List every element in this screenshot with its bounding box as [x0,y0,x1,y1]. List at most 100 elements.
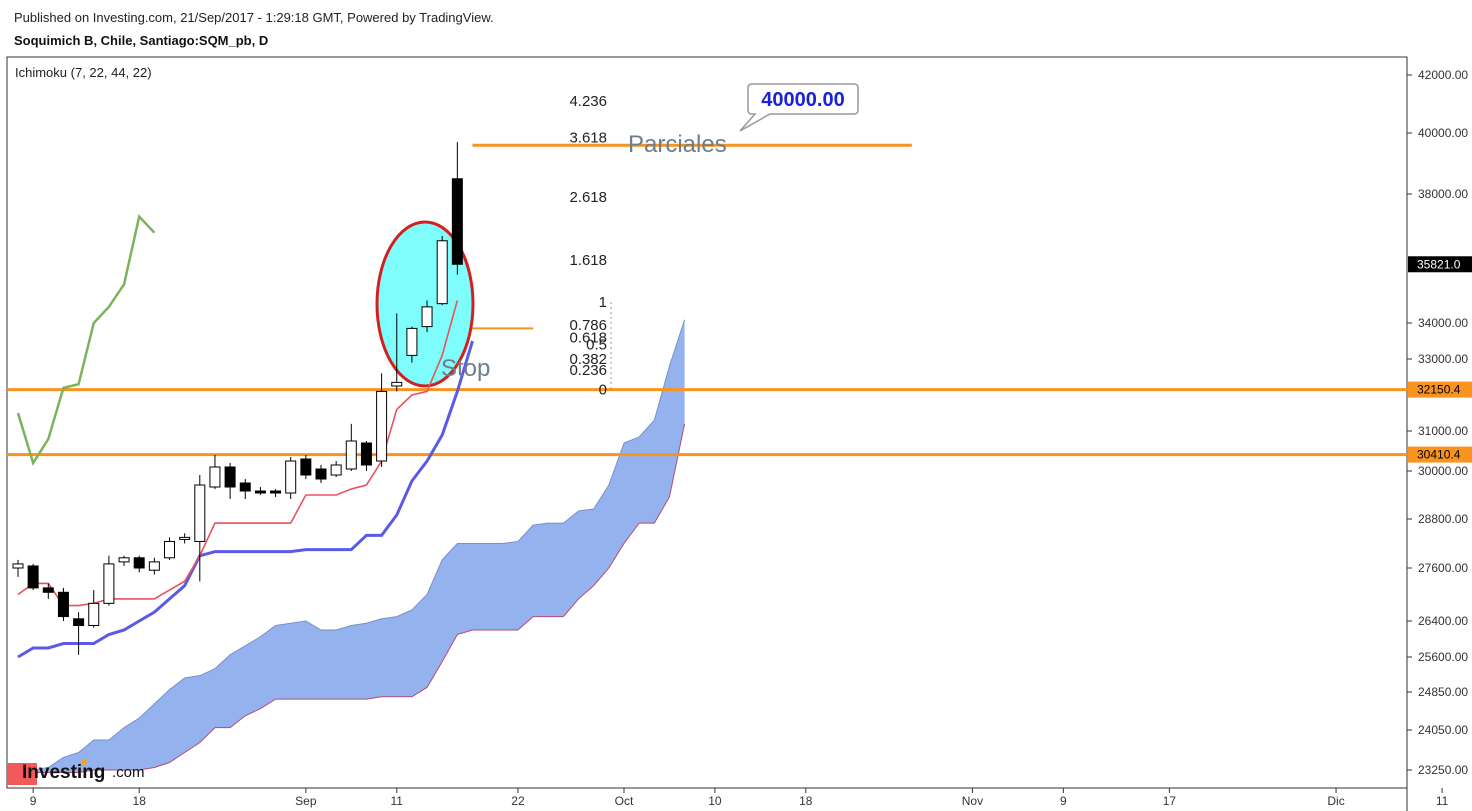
x-tick-label: Oct [615,794,634,808]
candle-body[interactable] [451,178,463,265]
y-tick-label: 31000.00 [1418,424,1468,438]
fib-level-label: 0.236 [569,362,607,379]
price-axis: 42000.00 40000.00 38000.00 34000.00 33000.00… [1407,68,1468,777]
fib-level-label: 2.618 [569,189,607,206]
indicator-label[interactable]: Ichimoku (7, 22, 44, 22) [15,65,152,80]
candle-body[interactable] [179,536,191,540]
candle-body[interactable] [391,381,403,387]
last-price-label: 35821.0 [1417,257,1461,271]
fib-levels: 4.2363.6182.6181.61810.7860.6180.50.3820… [569,93,612,399]
ichimoku-cloud [18,319,686,773]
x-tick-label: 22 [511,794,525,808]
candle-body[interactable] [224,466,236,488]
candles [12,142,463,655]
x-tick-label: 11 [1436,794,1449,808]
candle-body[interactable] [315,468,327,480]
candle-body[interactable] [285,460,297,494]
candle-body[interactable] [103,563,115,604]
candle-body[interactable] [88,602,100,626]
senkou-a-line [18,319,686,771]
last-price-label-bg [1408,256,1472,273]
x-tick-label: 10 [708,794,722,808]
callout-bubble [739,83,859,132]
candle-body[interactable] [421,306,433,328]
y-tick-label: 28800.00 [1418,512,1468,526]
level-price-label-bg [1408,381,1472,398]
symbol-title: Soquimich B, Chile, Santiago:SQM_pb, D [14,33,269,48]
y-tick-label: 25600.00 [1418,650,1468,664]
fib-level-label: 1.618 [569,252,607,269]
ichimoku-lines [16,213,156,466]
candle-body[interactable] [345,440,357,470]
logo-suffix: .com [112,764,145,781]
investing-logo: Investing .com [7,759,145,785]
candle-body[interactable] [239,482,251,492]
y-tick-label: 34000.00 [1418,316,1468,330]
candle-body[interactable] [57,591,69,618]
fib-level-label: 3.618 [569,130,607,147]
y-tick-label: 26400.00 [1418,614,1468,628]
horizontal-levels [7,143,1407,457]
y-tick-label: 24850.00 [1418,685,1468,699]
candle-body[interactable] [42,587,54,593]
candle-body[interactable] [133,557,145,569]
x-tick-label: 9 [1060,794,1067,808]
stop-label[interactable]: Stop [441,355,490,382]
candle-body[interactable] [118,557,130,563]
x-tick-label: 17 [1163,794,1177,808]
published-info: Published on Investing.com, 21/Sep/2017 … [14,10,494,25]
cloud-fill [18,319,685,773]
highlight-ellipse[interactable] [375,220,475,388]
price-callout[interactable]: 40000.00 [739,83,859,132]
x-tick-label: 11 [391,794,404,808]
candle-body[interactable] [406,327,418,356]
parciales-label[interactable]: Parciales [628,131,727,158]
x-tick-label: 9 [30,794,37,808]
y-tick-label: 23250.00 [1418,763,1468,777]
candle-body[interactable] [164,540,175,559]
candle-body[interactable] [376,390,388,462]
x-tick-label: Nov [962,794,983,808]
candle-body[interactable] [12,563,24,569]
level-price-label: 30410.4 [1417,448,1461,462]
fib-level-label: 0.618 [569,329,607,346]
y-tick-label: 24050.00 [1418,723,1468,737]
logo-brand: Investing [22,762,105,783]
price-labels: 32150.4 30410.4 35821.0 [1408,256,1472,463]
logo-swatch [7,763,37,785]
candle-body[interactable] [254,490,266,494]
candle-body[interactable] [209,466,221,488]
y-tick-label: 40000.00 [1418,126,1468,140]
candle-body[interactable] [270,490,282,494]
candle-body[interactable] [330,464,342,476]
candle-body[interactable] [27,565,39,589]
time-axis: 9 18 Sep 11 22 Oct 10 18 Nov 9 17 Dic 11 [30,788,1449,808]
fib-level-label: 0.5 [586,337,607,354]
x-tick-label: Dic [1327,794,1344,808]
fib-level-label: 1 [599,294,607,311]
fib-level-label: 4.236 [569,93,607,110]
candle-body[interactable] [436,240,448,305]
candle-body[interactable] [148,561,160,571]
y-tick-label: 27600.00 [1418,561,1468,575]
y-tick-label: 30000.00 [1418,464,1468,478]
level-price-label: 32150.4 [1417,383,1461,397]
senkou-b-line [18,423,686,773]
x-tick-label: Sep [295,794,317,808]
kijun-line [17,340,474,659]
x-tick-label: 18 [133,794,147,808]
y-tick-label: 38000.00 [1418,187,1468,201]
x-tick-label: 18 [799,794,813,808]
candle-body[interactable] [300,458,312,476]
fib-level-label: 0.382 [569,351,607,368]
logo-dot [81,759,87,765]
chikou-line [16,213,156,466]
fib-level-label: 0.786 [569,317,607,334]
candle-body[interactable] [194,484,206,542]
callout-value: 40000.00 [761,89,844,111]
y-tick-label: 33000.00 [1418,352,1468,366]
fib-level-label: 0 [599,382,607,399]
candle-body[interactable] [360,442,372,466]
candle-body[interactable] [73,618,85,627]
